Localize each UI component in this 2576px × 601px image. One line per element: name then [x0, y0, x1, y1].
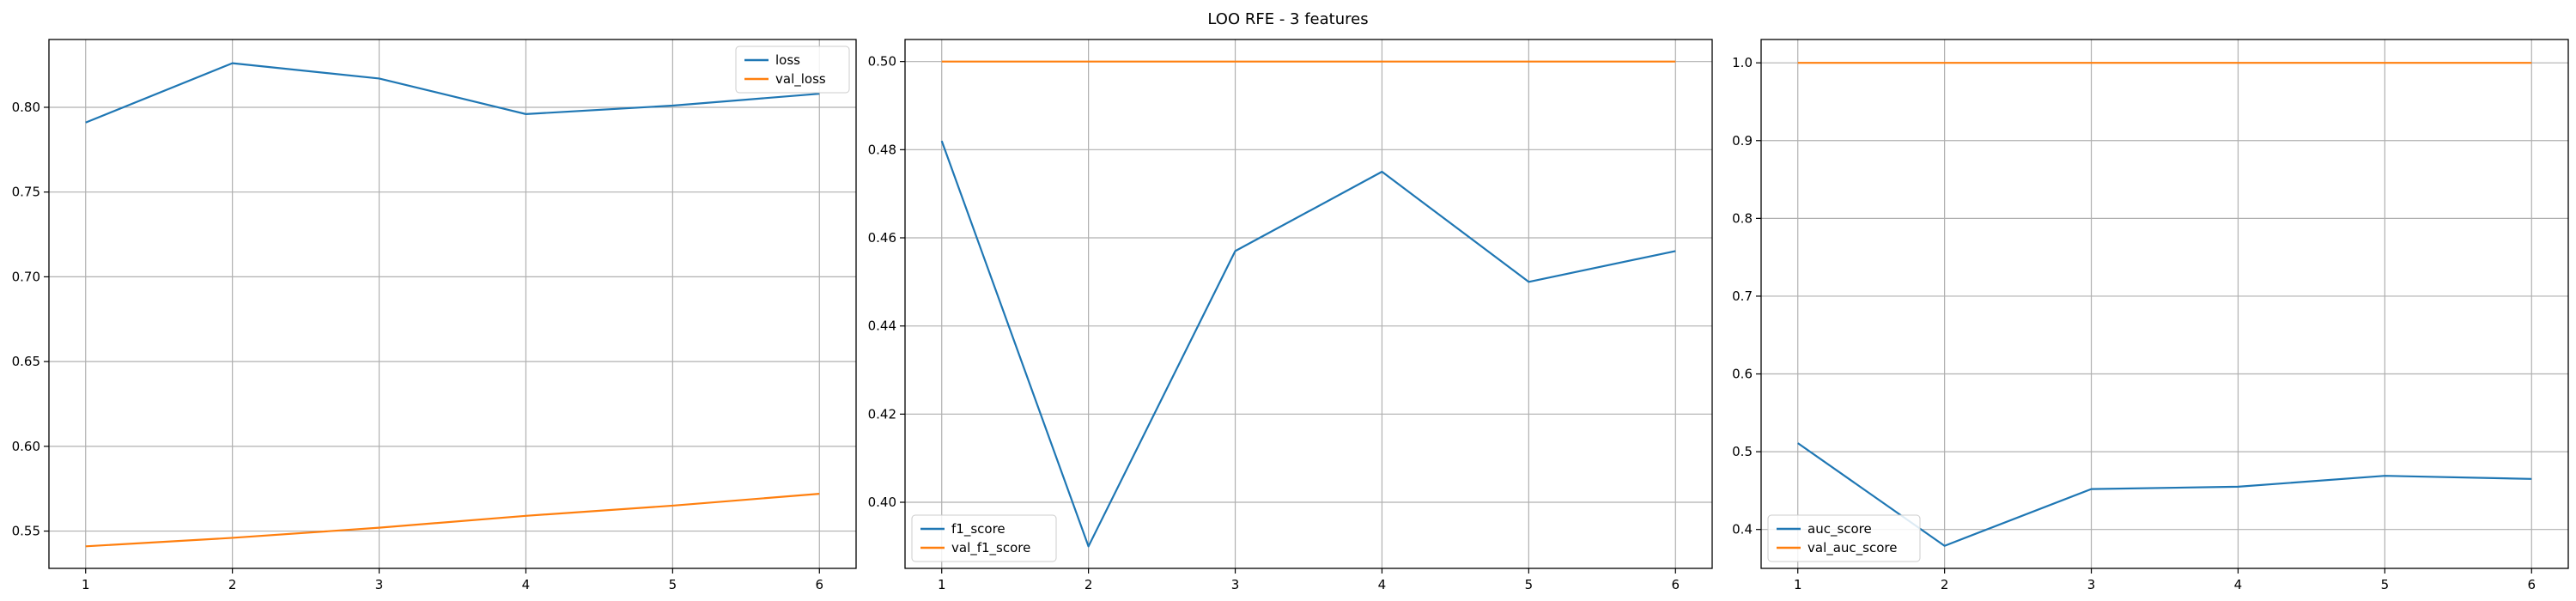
- legend: auc_score val_auc_score: [1767, 514, 1921, 562]
- legend: f1_score val_f1_score: [911, 514, 1057, 562]
- y-tick-label: 0.80: [12, 100, 40, 115]
- chart-panel-2: 1 2 3 4 5 6 0.40 0.42 0.44 0.46 0.48 0.50 f1_scoreva…: [868, 39, 1713, 592]
- legend-box: [735, 46, 850, 94]
- legend-label-val-f1-score: val_f1_score: [951, 540, 1030, 556]
- series-line-loss: [85, 62, 820, 124]
- y-tick-label: 0.4: [1732, 522, 1753, 537]
- x-tick-label: 2: [1084, 577, 1093, 592]
- x-tick-label: 6: [815, 577, 823, 592]
- y-tick-label: 1.0: [1732, 55, 1753, 70]
- plot-area: [905, 39, 1712, 568]
- y-tick-label: 0.50: [868, 54, 896, 70]
- y-tick-label: 0.46: [868, 230, 896, 246]
- legend-label-auc-score: auc_score: [1807, 521, 1872, 537]
- y-tick-label: 0.40: [868, 495, 896, 510]
- axes-frame: [904, 39, 1713, 569]
- y-tick-label: 0.55: [12, 524, 40, 539]
- x-tick-label: 6: [1671, 577, 1680, 592]
- plot-area: [49, 39, 856, 568]
- series-line-f1-score: [940, 140, 1676, 548]
- chart-panel-1: 1 2 3 4 5 6 0.55 0.60 0.65 0.70 0.75 0.80 loss val_lo…: [12, 39, 857, 592]
- y-tick-label: 0.70: [12, 269, 40, 284]
- x-tick-label: 2: [228, 577, 237, 592]
- y-tick-label: 0.48: [868, 142, 896, 157]
- figure-title: LOO RFE - 3 features: [1207, 10, 1368, 28]
- y-tick-label: 0.9: [1732, 133, 1753, 149]
- axes-frame: [48, 39, 857, 569]
- y-tick-label: 0.5: [1732, 444, 1753, 459]
- x-tick-label: 5: [1525, 577, 1534, 592]
- x-tick-label: 1: [82, 577, 90, 592]
- plot-area: [1761, 39, 2568, 568]
- x-tick-label: 3: [2087, 577, 2096, 592]
- chart-panel-3: 1 2 3 4 5 6 0.4 0.5 0.6 0.7 0.8 0.9 1.0 auc_score val_…: [1732, 39, 2569, 592]
- x-tick-label: 2: [1941, 577, 1949, 592]
- x-tick-label: 4: [1378, 577, 1387, 592]
- x-tick-label: 3: [1231, 577, 1240, 592]
- series-line-val-loss: [85, 493, 820, 548]
- y-tick-label: 0.6: [1732, 367, 1753, 382]
- y-tick-label: 0.42: [868, 406, 896, 422]
- charts-container: 1 2 3 4 5 60.550.600.650.700.750.80lossval_lo…: [12, 39, 2569, 592]
- legend-label-loss: loss: [775, 52, 800, 68]
- legend-box: [1767, 514, 1921, 562]
- legend-box: [911, 514, 1057, 562]
- legend-label-val-auc-score: val_auc_score: [1807, 540, 1898, 556]
- legend-label-f1-score: f1_score: [951, 521, 1005, 537]
- x-tick-label: 4: [522, 577, 531, 592]
- legend: loss val_loss: [735, 46, 850, 94]
- y-tick-label: 0.7: [1732, 288, 1753, 304]
- axes-frame: [1760, 39, 2569, 569]
- x-tick-label: 6: [2527, 577, 2536, 592]
- x-tick-label: 3: [375, 577, 384, 592]
- y-tick-label: 0.75: [12, 185, 40, 200]
- x-tick-label: 5: [2381, 577, 2390, 592]
- y-tick-label: 0.44: [868, 319, 896, 334]
- x-tick-label: 5: [669, 577, 677, 592]
- y-tick-label: 0.8: [1732, 210, 1753, 226]
- x-tick-label: 1: [938, 577, 946, 592]
- legend-label-val-loss: val_loss: [775, 71, 826, 88]
- y-tick-label: 0.60: [12, 439, 40, 454]
- y-tick-label: 0.65: [12, 354, 40, 369]
- x-tick-label: 1: [1794, 577, 1802, 592]
- x-tick-label: 4: [2234, 577, 2243, 592]
